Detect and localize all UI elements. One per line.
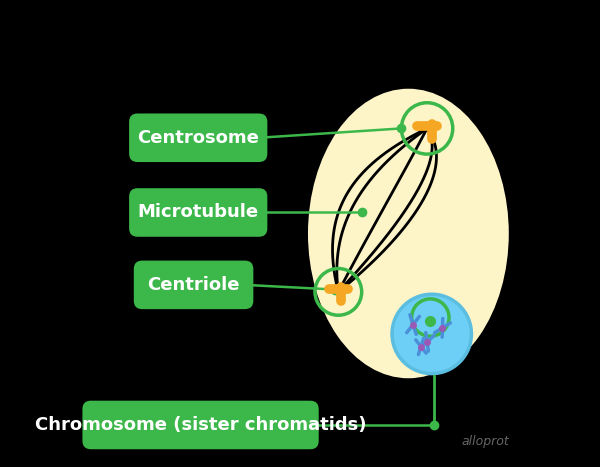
Text: alloprot: alloprot bbox=[461, 435, 509, 448]
Circle shape bbox=[392, 294, 472, 374]
Text: Centrosome: Centrosome bbox=[137, 129, 259, 147]
Text: Microtubule: Microtubule bbox=[137, 204, 259, 221]
Text: Chromosome (sister chromatids): Chromosome (sister chromatids) bbox=[35, 416, 367, 434]
FancyBboxPatch shape bbox=[129, 113, 268, 162]
Text: Centriole: Centriole bbox=[148, 276, 240, 294]
Ellipse shape bbox=[308, 89, 509, 378]
FancyBboxPatch shape bbox=[129, 188, 268, 237]
FancyBboxPatch shape bbox=[82, 401, 319, 449]
FancyBboxPatch shape bbox=[134, 261, 253, 309]
